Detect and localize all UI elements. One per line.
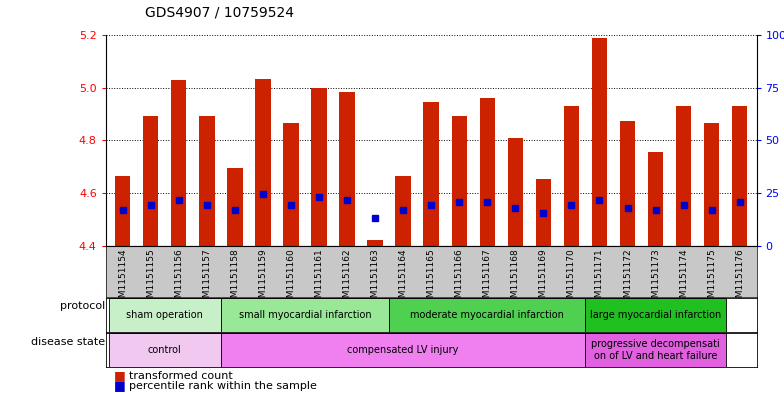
- Text: GSM1151158: GSM1151158: [230, 248, 239, 309]
- Text: GSM1151168: GSM1151168: [511, 248, 520, 309]
- Bar: [368, 241, 383, 246]
- Bar: [452, 116, 467, 246]
- Text: GSM1151170: GSM1151170: [567, 248, 576, 309]
- Text: control: control: [148, 345, 182, 355]
- Text: GSM1151171: GSM1151171: [595, 248, 604, 309]
- Bar: [389, 298, 586, 332]
- Text: percentile rank within the sample: percentile rank within the sample: [129, 381, 318, 391]
- Text: GSM1151176: GSM1151176: [735, 248, 744, 309]
- Bar: [732, 107, 747, 246]
- Text: GSM1151154: GSM1151154: [118, 248, 127, 309]
- Bar: [704, 123, 720, 246]
- Text: progressive decompensati
on of LV and heart failure: progressive decompensati on of LV and he…: [591, 340, 720, 361]
- Text: moderate myocardial infarction: moderate myocardial infarction: [410, 310, 564, 320]
- Bar: [115, 176, 130, 246]
- Text: protocol: protocol: [60, 301, 105, 311]
- Text: GSM1151169: GSM1151169: [539, 248, 548, 309]
- Text: compensated LV injury: compensated LV injury: [347, 345, 459, 355]
- Text: GSM1151160: GSM1151160: [286, 248, 296, 309]
- Bar: [109, 298, 221, 332]
- Text: disease state: disease state: [31, 336, 105, 347]
- Text: ■: ■: [114, 379, 125, 393]
- Text: GSM1151163: GSM1151163: [371, 248, 379, 309]
- Bar: [586, 298, 726, 332]
- Bar: [592, 38, 607, 246]
- Text: GSM1151159: GSM1151159: [259, 248, 267, 309]
- Bar: [199, 116, 215, 246]
- Text: GSM1151162: GSM1151162: [343, 248, 351, 309]
- Bar: [221, 333, 586, 367]
- Bar: [143, 116, 158, 246]
- Text: large myocardial infarction: large myocardial infarction: [590, 310, 721, 320]
- Bar: [227, 168, 242, 246]
- Text: GSM1151157: GSM1151157: [202, 248, 212, 309]
- Bar: [648, 152, 663, 246]
- Text: sham operation: sham operation: [126, 310, 203, 320]
- Text: GSM1151175: GSM1151175: [707, 248, 716, 309]
- Text: transformed count: transformed count: [129, 371, 233, 381]
- Bar: [620, 121, 635, 246]
- Text: GDS4907 / 10759524: GDS4907 / 10759524: [145, 6, 294, 20]
- Text: GSM1151174: GSM1151174: [679, 248, 688, 309]
- Bar: [395, 176, 411, 246]
- Text: GSM1151173: GSM1151173: [651, 248, 660, 309]
- Bar: [283, 123, 299, 246]
- Text: GSM1151172: GSM1151172: [623, 248, 632, 309]
- Bar: [480, 99, 495, 246]
- Text: GSM1151165: GSM1151165: [426, 248, 436, 309]
- Text: small myocardial infarction: small myocardial infarction: [238, 310, 372, 320]
- Bar: [564, 107, 579, 246]
- Text: GSM1151164: GSM1151164: [398, 248, 408, 309]
- Bar: [311, 88, 327, 246]
- Text: GSM1151156: GSM1151156: [174, 248, 183, 309]
- Bar: [586, 333, 726, 367]
- Bar: [221, 298, 389, 332]
- Bar: [507, 138, 523, 246]
- Text: ■: ■: [114, 369, 125, 382]
- Text: GSM1151167: GSM1151167: [483, 248, 492, 309]
- Bar: [339, 92, 355, 246]
- Bar: [423, 103, 439, 246]
- Bar: [676, 107, 691, 246]
- Text: GSM1151161: GSM1151161: [314, 248, 324, 309]
- Text: GSM1151166: GSM1151166: [455, 248, 464, 309]
- Text: GSM1151155: GSM1151155: [147, 248, 155, 309]
- Bar: [171, 80, 187, 246]
- Bar: [256, 79, 270, 246]
- Bar: [535, 178, 551, 246]
- Bar: [109, 333, 221, 367]
